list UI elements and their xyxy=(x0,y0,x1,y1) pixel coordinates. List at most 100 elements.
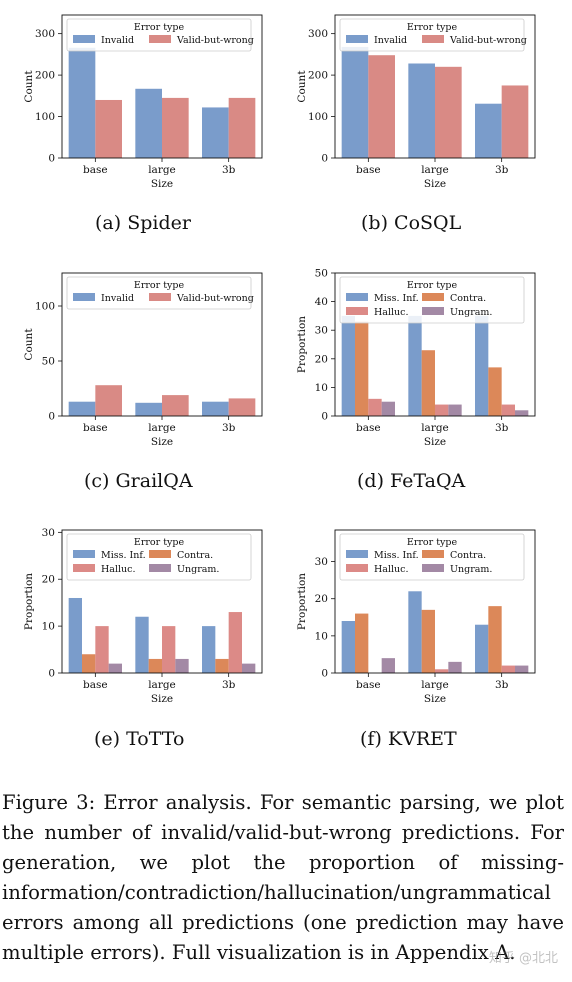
legend: Error type Miss. Inf. Contra. Halluc. Ungram… xyxy=(66,533,252,581)
legend-title: Error type xyxy=(407,22,458,33)
legend-label: Ungram. xyxy=(450,307,492,318)
legend-swatch xyxy=(73,550,95,558)
chart-b: 0 100 200 300 base large 3b Size Count Error type… xyxy=(296,14,536,190)
legend-label: Valid-but-wrong xyxy=(176,35,254,46)
x-tick-label: 3b xyxy=(495,164,509,176)
y-tick-label: 0 xyxy=(321,153,328,165)
bar-valid-but-wrong-3b xyxy=(228,398,256,416)
bar-ungram-base xyxy=(381,658,395,673)
y-axis-label: Proportion xyxy=(296,573,308,630)
x-tick-label: large xyxy=(148,679,176,691)
x-tick-label: large xyxy=(148,164,176,176)
subcaption-b: (b) CoSQL xyxy=(361,212,462,234)
bar-miss-inf-large xyxy=(408,315,422,416)
y-tick-label: 30 xyxy=(42,527,55,539)
bar-halluc-3b xyxy=(501,404,515,416)
x-axis-label: Size xyxy=(151,436,173,448)
legend-swatch xyxy=(73,293,95,301)
y-axis-label: Proportion xyxy=(296,316,308,373)
x-tick-label: base xyxy=(83,164,108,176)
legend-swatch xyxy=(422,550,444,558)
legend-label: Contra. xyxy=(450,293,486,304)
x-tick-label: 3b xyxy=(495,679,509,691)
legend-label: Contra. xyxy=(450,550,486,561)
legend-swatch xyxy=(422,35,444,43)
subcaption-e: (e) ToTTo xyxy=(94,728,185,750)
chart-panel-d: 0 10 20 30 40 50 base large 3b Size Proportion Erro… xyxy=(273,258,559,458)
bar-ungram-3b xyxy=(515,665,529,673)
x-tick-label: base xyxy=(356,164,381,176)
subcaption-c: (c) GrailQA xyxy=(84,470,193,492)
legend-label: Invalid xyxy=(101,293,134,304)
legend-label: Halluc. xyxy=(374,307,408,318)
legend-swatch xyxy=(422,293,444,301)
x-tick-label: 3b xyxy=(495,422,509,434)
legend-label: Halluc. xyxy=(101,564,135,575)
legend-label: Invalid xyxy=(374,35,407,46)
x-tick-label: base xyxy=(356,679,381,691)
subcaption-d: (d) FeTaQA xyxy=(357,470,466,492)
bar-valid-but-wrong-large xyxy=(162,395,189,416)
x-axis-label: Size xyxy=(424,693,446,705)
legend-swatch xyxy=(149,35,171,43)
legend-swatch xyxy=(346,35,368,43)
x-axis-label: Size xyxy=(424,178,446,190)
legend-label: Invalid xyxy=(101,35,134,46)
y-tick-label: 300 xyxy=(308,28,328,40)
y-tick-label: 0 xyxy=(321,411,328,423)
legend-swatch xyxy=(149,550,171,558)
legend-swatch xyxy=(346,564,368,572)
bar-invalid-3b xyxy=(202,401,229,416)
figure-caption: Figure 3: Error analysis. For semantic p… xyxy=(2,791,564,964)
y-tick-label: 10 xyxy=(42,621,55,633)
bar-miss-inf-3b xyxy=(475,624,489,673)
y-tick-label: 10 xyxy=(315,630,328,642)
y-tick-label: 100 xyxy=(35,111,55,123)
y-axis-label: Count xyxy=(23,70,35,103)
bar-contra-large xyxy=(148,658,162,673)
y-tick-label: 20 xyxy=(315,353,328,365)
legend-swatch xyxy=(149,293,171,301)
bar-ungram-large xyxy=(448,404,462,416)
bar-halluc-large xyxy=(435,404,449,416)
x-axis-label: Size xyxy=(151,693,173,705)
bar-invalid-large xyxy=(408,63,435,158)
bar-miss-inf-base xyxy=(341,621,355,673)
bar-halluc-base xyxy=(95,626,109,673)
legend-label: Contra. xyxy=(177,550,213,561)
bar-halluc-3b xyxy=(228,612,242,673)
legend-label: Miss. Inf. xyxy=(101,550,146,561)
bar-ungram-base xyxy=(108,663,122,673)
legend-title: Error type xyxy=(407,280,458,291)
x-tick-label: 3b xyxy=(222,422,236,434)
chart-a: 0 100 200 300 base large 3b Size Count Error type… xyxy=(23,14,263,190)
bar-miss-inf-large xyxy=(135,616,149,673)
subcaption-a: (a) Spider xyxy=(95,212,191,234)
subcaption-f: (f) KVRET xyxy=(360,728,457,750)
legend-swatch xyxy=(422,564,444,572)
bar-ungram-3b xyxy=(515,410,529,416)
bar-contra-large xyxy=(421,609,435,673)
bar-contra-base xyxy=(82,654,96,673)
bar-invalid-base xyxy=(68,47,96,158)
y-tick-label: 50 xyxy=(42,356,55,368)
bar-invalid-large xyxy=(135,88,162,158)
y-tick-label: 100 xyxy=(308,111,328,123)
legend-label: Valid-but-wrong xyxy=(449,35,527,46)
bar-invalid-3b xyxy=(202,107,229,158)
bar-contra-3b xyxy=(488,367,502,416)
bar-halluc-large xyxy=(162,626,176,673)
bar-valid-but-wrong-large xyxy=(435,66,462,158)
legend-title: Error type xyxy=(134,280,185,291)
watermark: 知乎 @北北 xyxy=(488,951,558,966)
chart-e: 0 10 20 30 base large 3b Size Proportion Error ty… xyxy=(23,527,263,705)
chart-d: 0 10 20 30 40 50 base large 3b Size Proportion Erro… xyxy=(296,268,536,448)
y-tick-label: 30 xyxy=(315,325,328,337)
bar-miss-inf-3b xyxy=(202,626,216,673)
x-tick-label: large xyxy=(148,422,176,434)
chart-panel-f: 0 10 20 30 base large 3b Size Proportion Error ty… xyxy=(273,515,559,715)
y-axis-label: Count xyxy=(296,70,308,103)
